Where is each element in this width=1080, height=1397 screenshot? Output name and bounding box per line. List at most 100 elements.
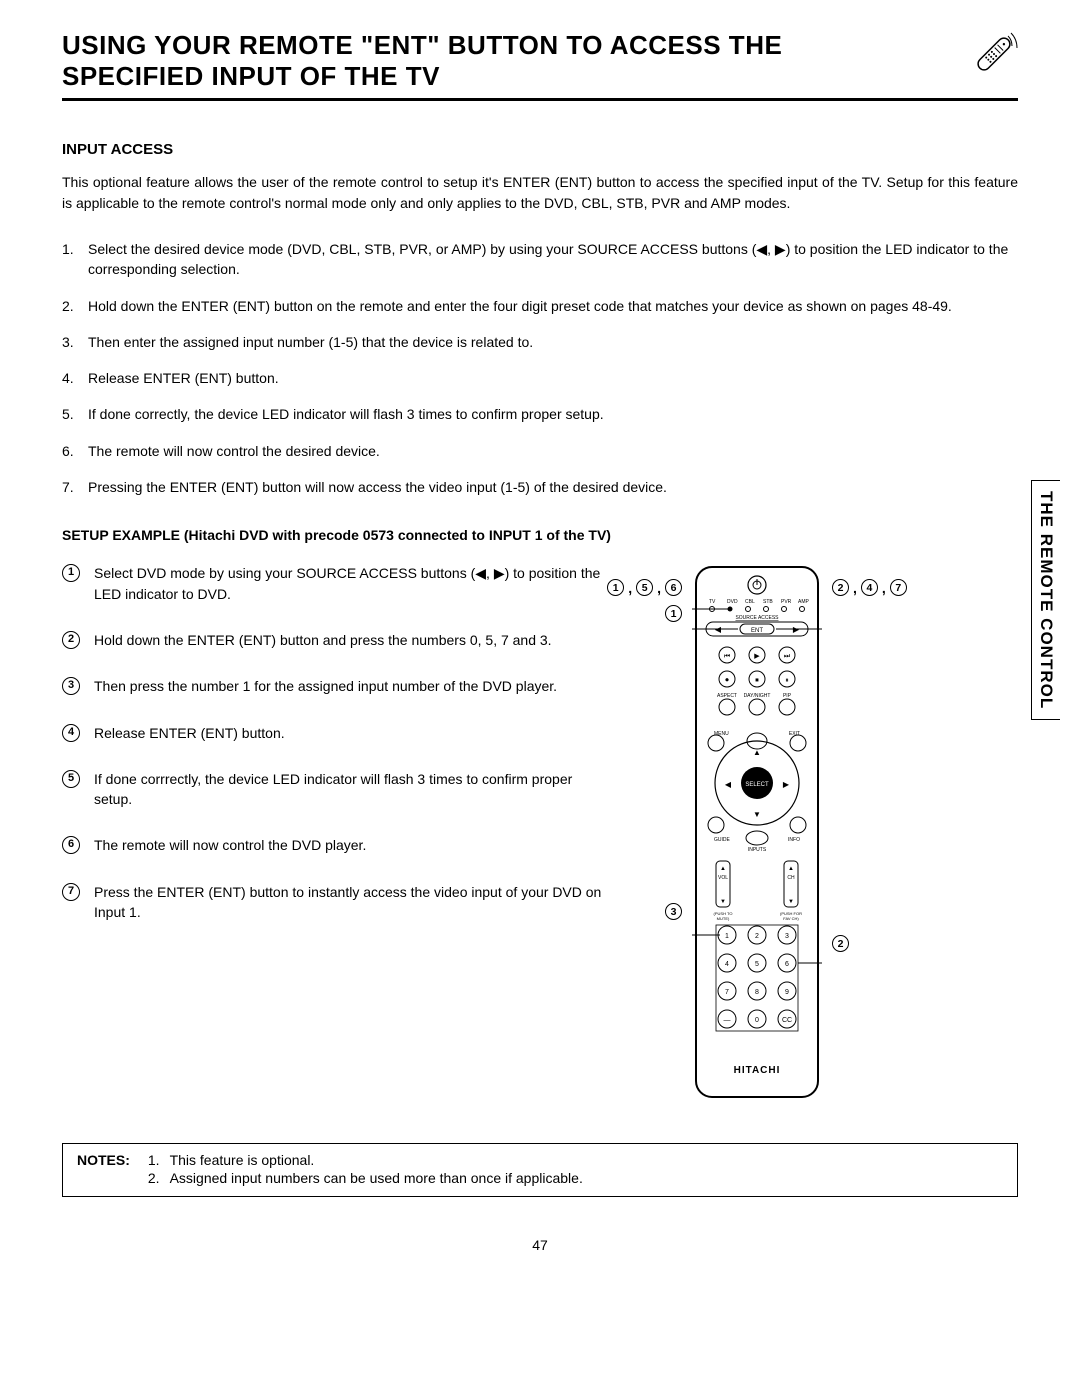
example-step-text: If done corrrectly, the device LED indic… bbox=[94, 769, 602, 810]
section-heading: INPUT ACCESS bbox=[62, 141, 1018, 158]
svg-text:CBL: CBL bbox=[745, 599, 755, 605]
svg-text:⏸: ⏸ bbox=[785, 677, 789, 684]
manual-page: USING YOUR REMOTE "ENT" BUTTON TO ACCESS… bbox=[0, 0, 1080, 1397]
svg-text:1: 1 bbox=[725, 933, 729, 940]
step-text: Pressing the ENTER (ENT) button will now… bbox=[88, 477, 1018, 497]
step-number: 4. bbox=[62, 368, 88, 388]
callout-circled: 5 bbox=[636, 579, 653, 596]
svg-text:SOURCE ACCESS: SOURCE ACCESS bbox=[735, 615, 779, 621]
step-number: 7. bbox=[62, 477, 88, 497]
circled-number: 2 bbox=[62, 631, 80, 649]
svg-text:▼: ▼ bbox=[720, 899, 726, 905]
svg-text:GUIDE: GUIDE bbox=[714, 837, 731, 843]
circled-number: 4 bbox=[62, 724, 80, 742]
note-text: Assigned input numbers can be used more … bbox=[170, 1170, 583, 1186]
svg-text:VOL: VOL bbox=[718, 875, 728, 881]
step-text: Release ENTER (ENT) button. bbox=[88, 368, 1018, 388]
svg-text:▼: ▼ bbox=[753, 810, 761, 819]
remote-icon bbox=[970, 30, 1018, 78]
svg-text:6: 6 bbox=[785, 961, 789, 968]
circled-number: 6 bbox=[62, 836, 80, 854]
notes-items: 1.This feature is optional. 2.Assigned i… bbox=[148, 1152, 1003, 1188]
svg-text:—: — bbox=[724, 1017, 731, 1024]
svg-text:HITACHI: HITACHI bbox=[734, 1065, 781, 1076]
circled-number: 5 bbox=[62, 770, 80, 788]
callout-circled: 7 bbox=[890, 579, 907, 596]
left-callouts: 1, 5, 6 1 3 bbox=[612, 563, 682, 596]
svg-text:4: 4 bbox=[725, 961, 729, 968]
setup-example-heading: SETUP EXAMPLE (Hitachi DVD with precode … bbox=[62, 527, 1018, 543]
example-step-text: Select DVD mode by using your SOURCE ACC… bbox=[94, 563, 602, 604]
example-steps-column: 1 Select DVD mode by using your SOURCE AC… bbox=[62, 563, 602, 948]
circled-number: 7 bbox=[62, 883, 80, 901]
svg-text:INFO: INFO bbox=[788, 837, 800, 843]
callout-circled: 2 bbox=[832, 935, 849, 952]
svg-text:▶: ▶ bbox=[754, 653, 760, 660]
svg-text:▶: ▶ bbox=[783, 780, 790, 789]
example-step-text: Press the ENTER (ENT) button to instantl… bbox=[94, 882, 602, 923]
svg-text:⏹: ⏹ bbox=[755, 677, 759, 684]
svg-text:⏮: ⏮ bbox=[724, 653, 730, 660]
page-header: USING YOUR REMOTE "ENT" BUTTON TO ACCESS… bbox=[62, 30, 1018, 101]
svg-text:▲: ▲ bbox=[788, 866, 794, 872]
svg-text:DAY/NIGHT: DAY/NIGHT bbox=[744, 693, 771, 699]
svg-text:STB: STB bbox=[763, 599, 773, 605]
notes-box: NOTES: 1.This feature is optional. 2.Ass… bbox=[62, 1143, 1018, 1197]
note-number: 1. bbox=[148, 1152, 160, 1168]
right-callouts: 2, 4, 7 2 bbox=[832, 563, 906, 596]
step-text: If done correctly, the device LED indica… bbox=[88, 404, 1018, 424]
remote-diagram: TV DVD CBL STB PVR AMP SOURCE ACCESS ◀ E… bbox=[692, 563, 822, 1103]
svg-text:CH: CH bbox=[787, 875, 795, 881]
step-text: Select the desired device mode (DVD, CBL… bbox=[88, 239, 1018, 280]
notes-label: NOTES: bbox=[77, 1152, 130, 1188]
page-number: 47 bbox=[62, 1237, 1018, 1253]
step-number: 1. bbox=[62, 239, 88, 280]
svg-text:9: 9 bbox=[785, 989, 789, 996]
svg-text:MUTE): MUTE) bbox=[717, 916, 730, 921]
circled-number: 1 bbox=[62, 564, 80, 582]
svg-text:CC: CC bbox=[782, 1017, 792, 1024]
step-number: 2. bbox=[62, 296, 88, 316]
callout-group: 2, 4, 7 bbox=[832, 579, 907, 596]
svg-text:0: 0 bbox=[755, 1017, 759, 1024]
svg-text:5: 5 bbox=[755, 961, 759, 968]
svg-text:2: 2 bbox=[755, 933, 759, 940]
example-step-text: Hold down the ENTER (ENT) button and pre… bbox=[94, 630, 552, 650]
svg-text:ENT: ENT bbox=[751, 628, 763, 634]
example-step-text: Then press the number 1 for the assigned… bbox=[94, 676, 557, 696]
callout-circled: 1 bbox=[665, 605, 682, 622]
svg-text:FAV CH): FAV CH) bbox=[783, 916, 799, 921]
step-number: 6. bbox=[62, 441, 88, 461]
callout-circled: 4 bbox=[861, 579, 878, 596]
callout-circled: 6 bbox=[665, 579, 682, 596]
svg-text:PIP: PIP bbox=[783, 693, 792, 699]
callout-group: 1, 5, 6 bbox=[607, 579, 682, 596]
step-text: The remote will now control the desired … bbox=[88, 441, 1018, 461]
svg-text:INPUTS: INPUTS bbox=[748, 847, 767, 853]
svg-text:DVD: DVD bbox=[727, 599, 738, 605]
callout-circled: 3 bbox=[665, 903, 682, 920]
step-text: Hold down the ENTER (ENT) button on the … bbox=[88, 296, 1018, 316]
svg-text:TV: TV bbox=[709, 599, 716, 605]
page-title: USING YOUR REMOTE "ENT" BUTTON TO ACCESS… bbox=[62, 30, 842, 92]
intro-paragraph: This optional feature allows the user of… bbox=[62, 172, 1018, 213]
main-steps-list: 1.Select the desired device mode (DVD, C… bbox=[62, 239, 1018, 497]
setup-example-section: 1 Select DVD mode by using your SOURCE AC… bbox=[62, 563, 1018, 1103]
svg-text:7: 7 bbox=[725, 989, 729, 996]
svg-text:AMP: AMP bbox=[798, 599, 810, 605]
remote-svg: TV DVD CBL STB PVR AMP SOURCE ACCESS ◀ E… bbox=[692, 563, 822, 1103]
note-number: 2. bbox=[148, 1170, 160, 1186]
step-text: Then enter the assigned input number (1-… bbox=[88, 332, 1018, 352]
svg-text:▲: ▲ bbox=[720, 866, 726, 872]
step-number: 3. bbox=[62, 332, 88, 352]
side-tab: THE REMOTE CONTROL bbox=[1031, 480, 1060, 720]
svg-text:▼: ▼ bbox=[788, 899, 794, 905]
svg-text:PVR: PVR bbox=[781, 599, 792, 605]
callout-circled: 1 bbox=[607, 579, 624, 596]
callout-circled: 2 bbox=[832, 579, 849, 596]
circled-number: 3 bbox=[62, 677, 80, 695]
svg-text:SELECT: SELECT bbox=[745, 782, 769, 788]
svg-text:8: 8 bbox=[755, 989, 759, 996]
svg-text:⏺: ⏺ bbox=[725, 677, 729, 684]
svg-text:ASPECT: ASPECT bbox=[717, 693, 737, 699]
